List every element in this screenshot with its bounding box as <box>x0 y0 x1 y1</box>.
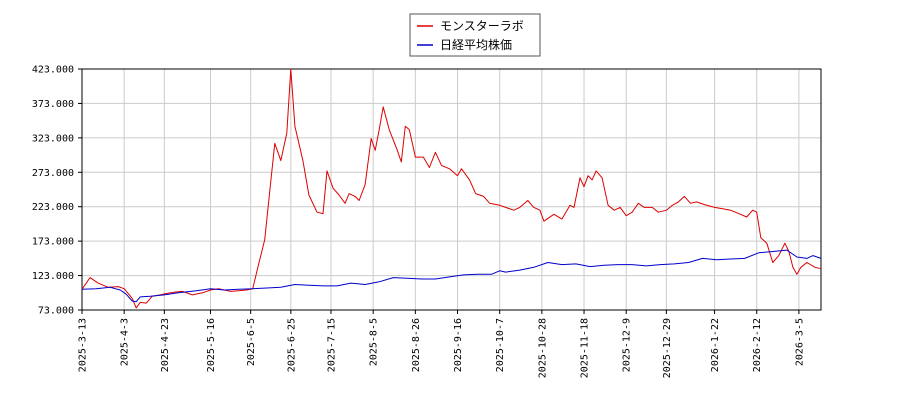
x-tick-label: 2025-4-3 <box>120 318 131 366</box>
y-tick-label: 423.000 <box>32 65 74 76</box>
x-tick-label: 2025-6-25 <box>286 318 297 372</box>
y-tick-label: 73.000 <box>38 306 74 317</box>
x-tick-label: 2025-11-18 <box>580 318 591 378</box>
x-tick-label: 2025-7-15 <box>327 318 338 372</box>
x-tick-label: 2026-1-22 <box>710 318 721 372</box>
series-line-1 <box>81 249 822 303</box>
axes-layer: 73.000 123.000 173.000 223.000 273.000 323.00… <box>32 65 822 378</box>
x-tick-label: 2025-9-16 <box>453 318 464 372</box>
x-tick-label: 2025-8-5 <box>369 318 380 366</box>
legend-box <box>409 13 541 57</box>
x-tick-label: 2025-5-16 <box>206 318 217 372</box>
legend-label-1: 日経平均株価 <box>440 37 512 52</box>
plot-frame <box>81 68 822 311</box>
series-layer <box>81 68 822 309</box>
x-tick-label: 2025-10-7 <box>495 318 506 372</box>
x-tick-label: 2026-3-5 <box>794 318 805 366</box>
y-tick-label: 223.000 <box>32 202 74 213</box>
series-line-0 <box>81 68 822 309</box>
y-tick-label: 273.000 <box>32 168 74 179</box>
y-tick-label: 123.000 <box>32 271 74 282</box>
y-tick-label: 323.000 <box>32 133 74 144</box>
legend: モンスターラボ 日経平均株価 <box>409 13 541 57</box>
legend-label-0: モンスターラボ <box>440 19 524 33</box>
y-tick-label: 373.000 <box>32 99 74 110</box>
grid-layer <box>81 68 821 311</box>
x-tick-label: 2025-4-23 <box>160 318 171 372</box>
x-tick-label: 2025-8-26 <box>411 318 422 372</box>
x-tick-label: 2026-2-12 <box>752 318 763 372</box>
x-tick-label: 2025-3-13 <box>78 318 89 372</box>
x-tick-label: 2025-6-5 <box>246 318 257 366</box>
x-tick-label: 2025-12-9 <box>622 318 633 372</box>
x-tick-label: 2025-12-29 <box>662 318 673 378</box>
x-tick-label: 2025-10-28 <box>537 318 548 378</box>
y-tick-label: 173.000 <box>32 237 74 248</box>
